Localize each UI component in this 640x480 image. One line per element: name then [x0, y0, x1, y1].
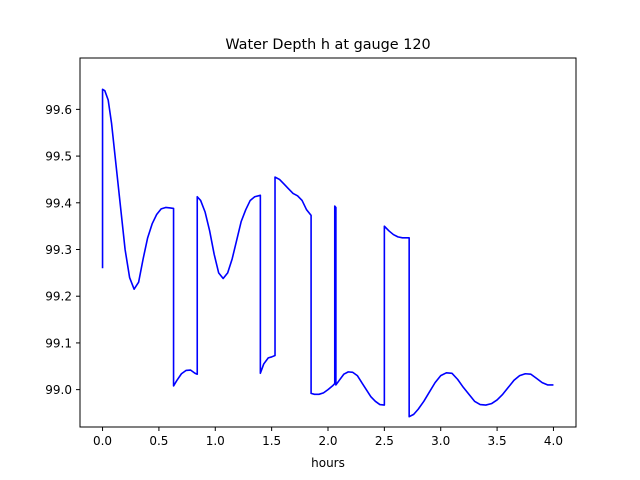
x-tick-label: 4.0	[544, 434, 563, 448]
x-axis-ticks: 0.0 0.5 1.0 1.5 2.0 2.5 3.0 3.5 4.0	[93, 427, 563, 448]
plot-area	[79, 57, 577, 428]
series-line-0	[101, 88, 554, 418]
x-tick-label: 3.5	[488, 434, 507, 448]
x-tick-label: 2.0	[318, 434, 337, 448]
x-tick-label: 3.0	[431, 434, 450, 448]
x-tick-label: 1.5	[262, 434, 281, 448]
x-tick-label: 2.5	[375, 434, 394, 448]
series-layer	[101, 88, 554, 418]
x-tick-label: 0.5	[149, 434, 168, 448]
y-tick-label: 99.4	[45, 196, 72, 210]
x-axis-label: hours	[311, 456, 345, 470]
y-tick-label: 99.6	[45, 103, 72, 117]
y-tick-label: 99.3	[45, 243, 72, 257]
y-tick-label: 99.0	[45, 383, 72, 397]
y-tick-label: 99.1	[45, 336, 72, 350]
x-tick-label: 0.0	[93, 434, 112, 448]
chart-title: Water Depth h at gauge 120	[225, 37, 430, 53]
y-axis-ticks: 99.0 99.1 99.2 99.3 99.4 99.5 99.6	[45, 103, 80, 397]
axes-frame	[79, 57, 577, 428]
y-tick-label: 99.5	[45, 150, 72, 164]
x-tick-label: 1.0	[206, 434, 225, 448]
y-tick-label: 99.2	[45, 290, 72, 304]
